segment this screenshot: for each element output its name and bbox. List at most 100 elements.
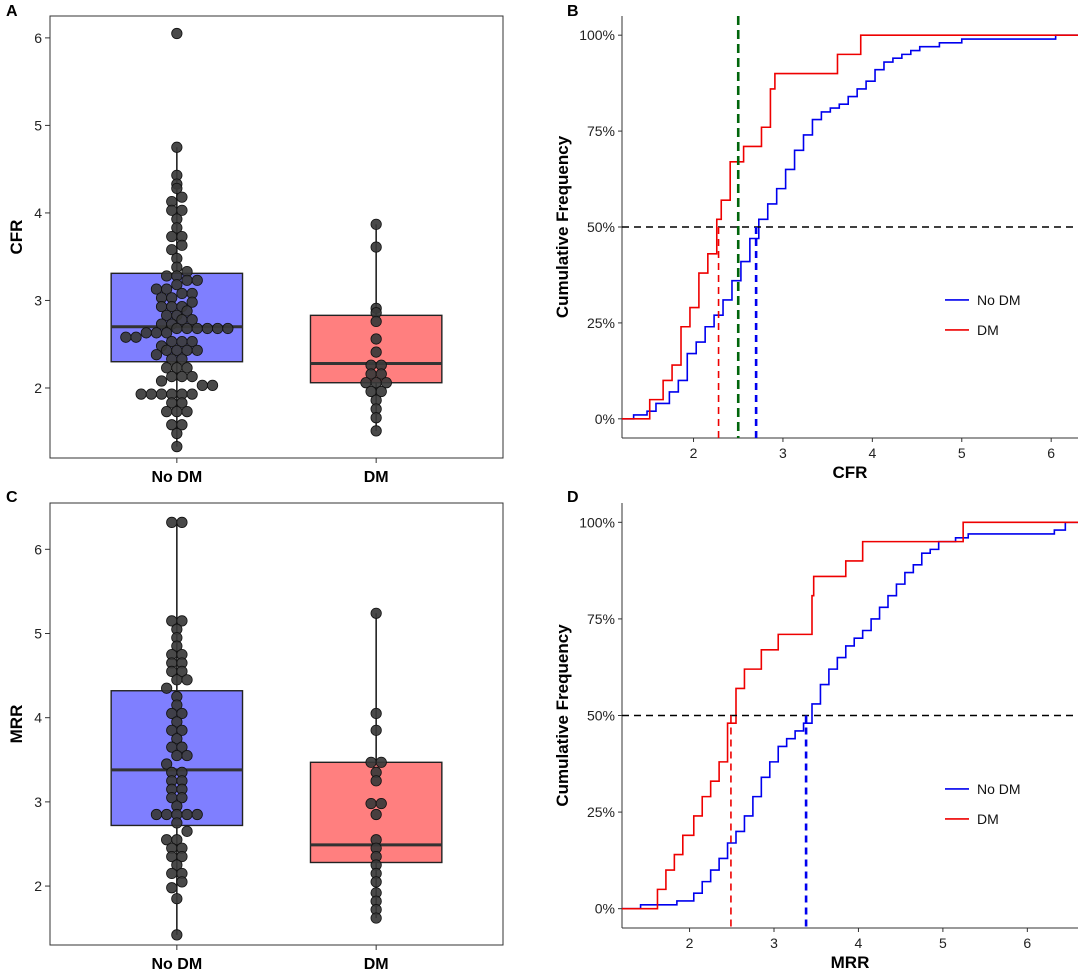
- panel-b-ylabel: Cumulative Frequency: [553, 135, 572, 318]
- panel-a-data-point: [222, 322, 234, 335]
- panel-a-ytick-label: 5: [34, 117, 42, 133]
- panel-a-data-point: [206, 379, 219, 391]
- panel-d-ytick-label: 50%: [587, 708, 615, 724]
- panel-d-xtick-label: 4: [855, 935, 863, 951]
- panel-d-ylabel: Cumulative Frequency: [553, 624, 572, 807]
- panel-c-data-point: [176, 876, 188, 888]
- panel-c-data-point: [370, 707, 382, 720]
- panel-c-ytick-label: 5: [34, 625, 42, 641]
- panel-d-series-dm: [622, 521, 1078, 910]
- panel-d-ytick-label: 100%: [579, 514, 615, 530]
- panel-a-data-point: [155, 388, 168, 400]
- panel-d-label: D: [567, 489, 579, 506]
- panel-c-data-point: [176, 516, 188, 528]
- panel-a-category-label: DM: [364, 469, 389, 486]
- panel-a-data-point: [171, 441, 183, 453]
- panel-c-data-point: [161, 682, 173, 694]
- panel-c-data-point: [370, 724, 382, 736]
- panel-d-ytick-label: 0%: [595, 901, 615, 917]
- panel-a-data-point: [161, 283, 173, 295]
- panel-a-label: A: [6, 3, 18, 20]
- panel-a-data-point: [171, 406, 183, 418]
- panel-b-ytick-label: 100%: [579, 27, 615, 43]
- panel-a-data-point: [370, 346, 382, 358]
- panel-a-data-point: [145, 388, 157, 400]
- panel-c-data-point: [171, 834, 183, 846]
- panel-c-data-point: [365, 756, 377, 768]
- panel-b-legend-label-no-dm: No DM: [977, 292, 1021, 308]
- panel-c-data-point: [370, 876, 382, 888]
- panel-c-data-point: [171, 674, 183, 686]
- panel-d-xtick-label: 3: [770, 935, 778, 951]
- panel-c-data-point: [171, 893, 183, 905]
- panel-a-data-point: [150, 349, 163, 361]
- panel-a-data-point: [370, 241, 382, 253]
- panel-a-data-point: [212, 322, 224, 335]
- panel-a-ytick-label: 2: [34, 380, 42, 396]
- panel-c-data-point: [176, 741, 188, 753]
- panel-a-data-point: [176, 353, 188, 365]
- panel-a-data-point: [166, 230, 178, 243]
- panel-b-xtick-label: 3: [779, 445, 787, 461]
- panel-a-data-point: [161, 406, 173, 418]
- panel-c-data-point: [176, 792, 188, 804]
- panel-d-legend-label-dm: DM: [977, 811, 999, 827]
- panel-a-data-point: [135, 388, 147, 400]
- panel-c-data-point: [161, 808, 173, 821]
- panel-c-data-point: [181, 749, 193, 762]
- panel-a-data-point: [380, 377, 392, 389]
- panel-c-data-point: [171, 699, 183, 711]
- panel-a-ylabel: CFR: [7, 220, 26, 255]
- panel-b-ytick-label: 75%: [587, 123, 615, 139]
- panel-c-data-point: [191, 808, 203, 821]
- panel-c-data-point: [375, 756, 387, 768]
- panel-a-data-point: [176, 371, 188, 383]
- panel-c-data-point: [181, 825, 193, 837]
- panel-a-data-point: [370, 412, 382, 424]
- panel-c-data-point: [370, 775, 382, 787]
- panel-b-xtick-label: 6: [1047, 445, 1055, 461]
- panel-c-data-point: [181, 808, 193, 821]
- panel-b-ytick-label: 0%: [595, 411, 615, 427]
- panel-c-data-point: [171, 733, 183, 745]
- panel-b-xtick-label: 4: [868, 445, 876, 461]
- panel-a-data-point: [186, 314, 198, 326]
- panel-d-ytick-label: 25%: [587, 804, 615, 820]
- panel-b-label: B: [567, 3, 579, 20]
- panel-d-xtick-label: 6: [1023, 935, 1031, 951]
- panel-c-data-point: [176, 850, 188, 863]
- panel-c-data-point: [166, 867, 178, 880]
- panel-b-series-dm: [622, 34, 1078, 420]
- panel-a-data-point: [191, 344, 203, 356]
- panel-c-data-point: [171, 749, 183, 762]
- panel-a-data-point: [181, 305, 193, 317]
- panel-c-ytick-label: 2: [34, 878, 42, 894]
- panel-c-data-point: [181, 674, 193, 686]
- panel-a-data-point: [176, 239, 188, 251]
- panel-a-data-point: [370, 333, 382, 345]
- panel-c-category-label: No DM: [152, 956, 203, 972]
- panel-a-data-point: [196, 379, 208, 391]
- panel-a-category-label: No DM: [152, 469, 203, 486]
- panel-a-data-point: [191, 274, 203, 286]
- panel-a-data-point: [166, 244, 178, 256]
- panel-c-data-point: [176, 707, 188, 720]
- panel-b-xlabel: CFR: [833, 463, 868, 482]
- panel-a-data-point: [161, 327, 173, 339]
- panel-c-category-label: DM: [364, 956, 389, 972]
- panel-a-data-point: [176, 204, 188, 216]
- panel-a-data-point: [181, 362, 193, 374]
- panel-c-data-point: [171, 929, 183, 941]
- panel-c-data-point: [370, 912, 382, 924]
- panel-d-xtick-label: 5: [939, 935, 947, 951]
- panel-a-data-point: [181, 406, 193, 418]
- panel-a-data-point: [201, 322, 214, 335]
- panel-a-data-point: [370, 315, 382, 328]
- panel-d-series-no-dm: [622, 521, 1078, 910]
- panel-a-ytick-label: 3: [34, 292, 42, 308]
- panel-a-data-point: [171, 222, 183, 234]
- panel-c-data-point: [166, 882, 178, 894]
- panel-a-data-point: [130, 331, 142, 343]
- panel-a-data-point: [171, 141, 183, 153]
